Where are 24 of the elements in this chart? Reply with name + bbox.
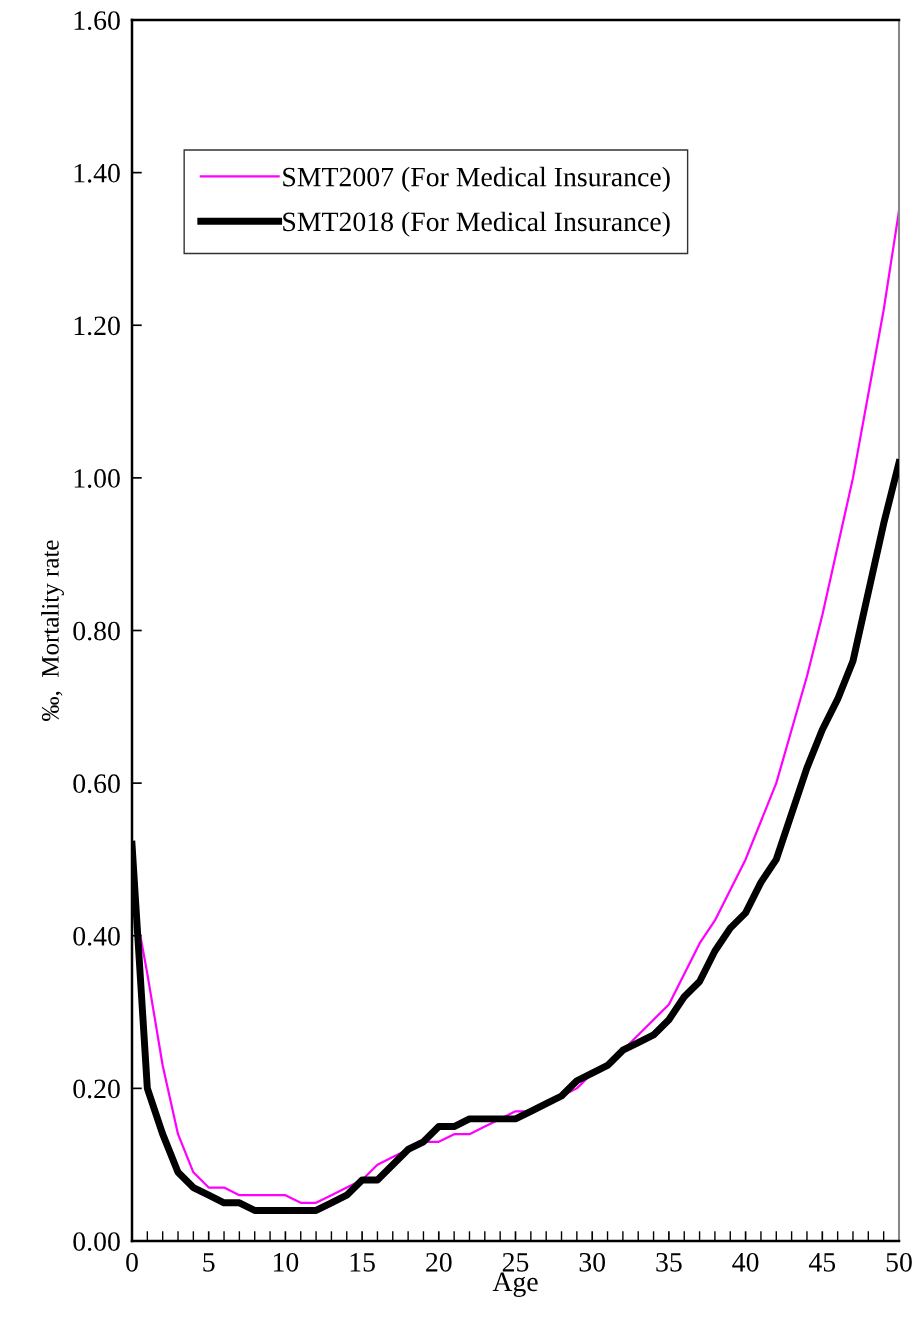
x-tick-label: 15 xyxy=(350,1253,375,1272)
x-tick-label: 5 xyxy=(203,1253,215,1272)
y-axis-title: ‰, Mortality rate xyxy=(41,540,64,721)
x-axis-title: Age xyxy=(492,1272,538,1297)
x-tick-label: 40 xyxy=(732,1252,759,1272)
y-tick-label: 0.80 xyxy=(73,621,120,641)
x-tick-label: 50 xyxy=(886,1252,912,1272)
y-tick-label: 1.40 xyxy=(74,163,120,183)
y-tick-label: 0.00 xyxy=(73,1232,120,1252)
y-tick-label: 0.60 xyxy=(73,774,120,794)
y-tick-label: 1.20 xyxy=(74,316,120,336)
x-tick-label: 25 xyxy=(502,1252,529,1272)
x-tick-label: 10 xyxy=(273,1252,299,1272)
x-tick-label: 20 xyxy=(426,1252,452,1272)
x-tick-label: 0 xyxy=(126,1252,138,1272)
y-tick-label: 1.00 xyxy=(74,469,120,488)
x-tick-label: 45 xyxy=(808,1253,836,1272)
y-tick-label: 0.20 xyxy=(73,1079,120,1099)
y-tick-label: 1.60 xyxy=(74,11,120,31)
legend-label: SMT2007 (For Medical Insurance) xyxy=(283,166,670,193)
y-tick-label: 0.40 xyxy=(73,926,120,946)
x-tick-label: 30 xyxy=(579,1252,606,1272)
legend-label: SMT2018 (For Medical Insurance) xyxy=(283,211,670,237)
x-tick-label: 35 xyxy=(656,1252,682,1272)
